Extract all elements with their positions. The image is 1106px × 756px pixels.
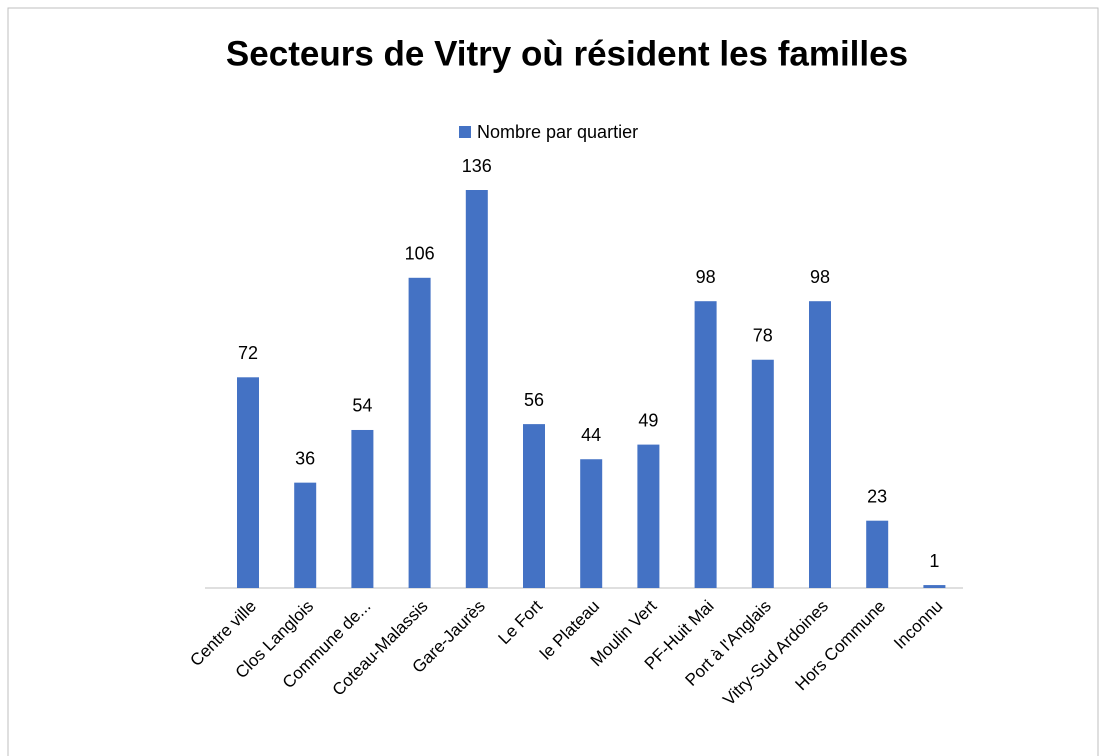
data-label: 98 [810, 267, 830, 287]
data-label: 72 [238, 343, 258, 363]
data-label: 44 [581, 425, 601, 445]
data-label: 78 [753, 325, 773, 345]
bar [294, 482, 317, 588]
data-label: 106 [405, 244, 435, 264]
bar [523, 424, 545, 588]
data-label: 54 [352, 396, 372, 416]
bar [408, 277, 431, 588]
bar [237, 377, 259, 588]
bar [637, 444, 660, 588]
data-label: 56 [524, 390, 544, 410]
bar [923, 585, 946, 588]
bar [351, 429, 374, 588]
bar [694, 301, 717, 588]
data-label: 36 [295, 448, 315, 468]
bar [866, 520, 889, 588]
data-label: 1 [929, 551, 939, 571]
data-label: 49 [638, 410, 658, 430]
data-label: 136 [462, 156, 492, 176]
bar [809, 301, 831, 588]
bar [751, 359, 774, 588]
legend-swatch [459, 126, 471, 138]
chart-frame [7, 7, 1099, 756]
bar [465, 190, 488, 588]
data-label: 23 [867, 486, 887, 506]
legend-label: Nombre par quartier [477, 122, 638, 142]
chart-title: Secteurs de Vitry où résident les famill… [226, 34, 908, 73]
data-label: 98 [696, 267, 716, 287]
bar [580, 459, 603, 588]
